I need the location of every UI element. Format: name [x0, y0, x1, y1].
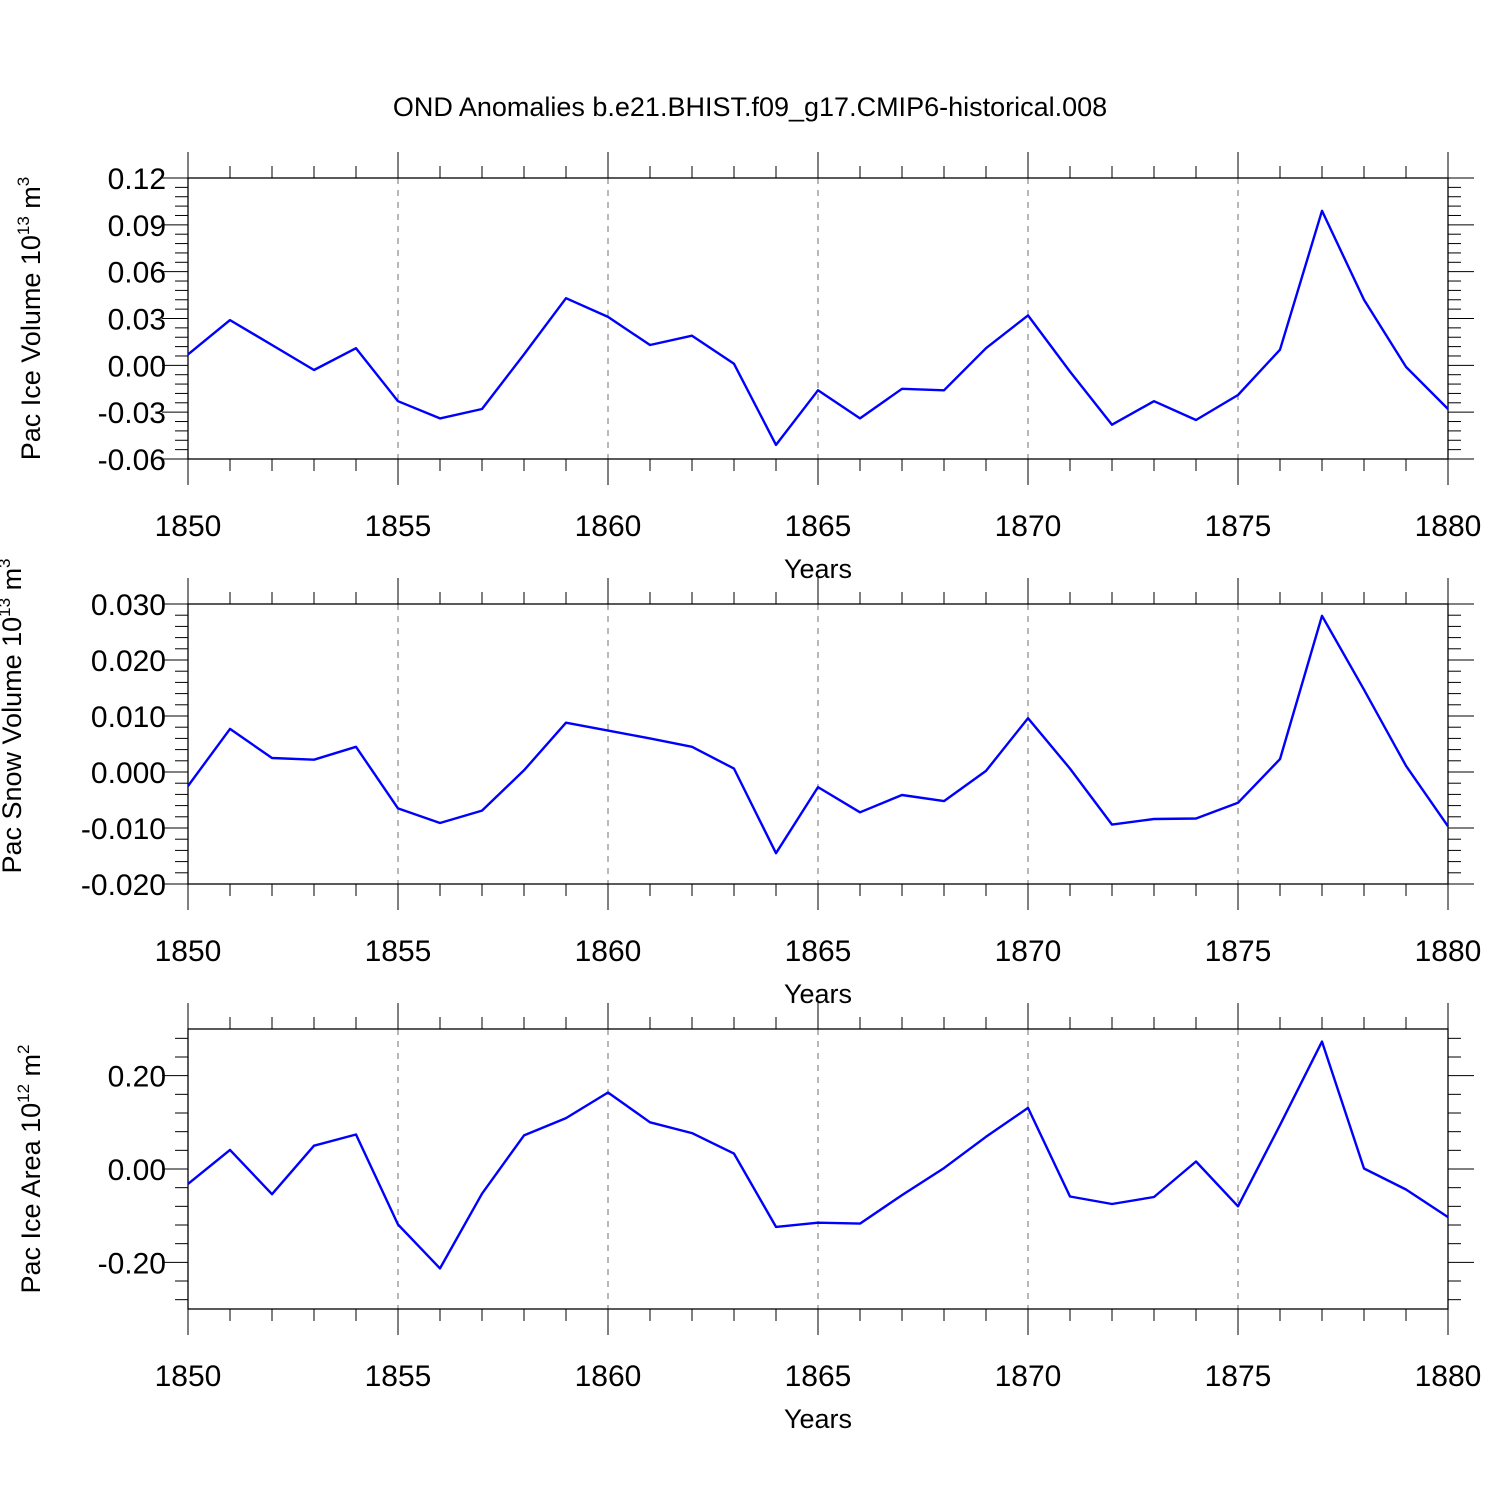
x-tick-label: 1870 — [995, 1360, 1062, 1393]
x-tick-label: 1860 — [575, 510, 642, 543]
y-axis-label: Pac Ice Area 1012 m2 — [14, 1044, 46, 1293]
x-tick-label: 1870 — [995, 510, 1062, 543]
y-tick-label: 0.00 — [108, 1154, 166, 1187]
y-tick-label: -0.010 — [81, 813, 166, 846]
y-axis-label: Pac Snow Volume 1013 m3 — [0, 558, 27, 873]
x-tick-label: 1865 — [785, 935, 852, 968]
y-axis-label-unit: m — [0, 568, 27, 598]
chart-panel-3: -0.20 0.00 0.20 1850 1855 1860 1865 1870 1875 188… — [14, 1003, 1481, 1434]
y-tick-label: -0.020 — [81, 869, 166, 902]
y-axis-label-exponent: 13 — [0, 598, 14, 617]
x-tick-label: 1880 — [1415, 935, 1482, 968]
x-axis-label: Years — [784, 1404, 852, 1434]
x-tick-label: 1875 — [1205, 935, 1272, 968]
figure-title: OND Anomalies b.e21.BHIST.f09_g17.CMIP6-… — [393, 92, 1107, 122]
x-tick-label: 1860 — [575, 935, 642, 968]
panels: -0.06 -0.03 0.00 0.03 0.06 0.09 0.12 1850 1855 18… — [0, 152, 1481, 1434]
y-tick-label: 0.12 — [108, 163, 166, 196]
x-tick-label: 1870 — [995, 935, 1062, 968]
chart-panel-2: -0.020 -0.010 0.000 0.010 0.020 0.030 1850 1855… — [0, 558, 1481, 1009]
x-tick-label: 1880 — [1415, 510, 1482, 543]
x-tick-label: 1850 — [155, 935, 222, 968]
y-axis-label-text: Pac Ice Area 10 — [16, 1103, 46, 1294]
y-axis-label-exponent: 12 — [14, 1084, 33, 1103]
x-tick-label: 1855 — [365, 935, 432, 968]
x-tick-label: 1850 — [155, 1360, 222, 1393]
chart-panel-1: -0.06 -0.03 0.00 0.03 0.06 0.09 0.12 1850 1855 18… — [14, 152, 1481, 584]
y-tick-label: -0.06 — [98, 444, 166, 477]
y-axis-label-text: Pac Ice Volume 10 — [16, 235, 46, 460]
y-tick-label: 0.000 — [91, 757, 166, 790]
y-tick-label: 0.030 — [91, 589, 166, 622]
y-tick-label: 0.03 — [108, 304, 166, 337]
y-tick-label: 0.00 — [108, 350, 166, 383]
y-tick-label: 0.09 — [108, 210, 166, 243]
y-axis-label: Pac Ice Volume 1013 m3 — [14, 177, 46, 461]
x-tick-label: 1850 — [155, 510, 222, 543]
x-tick-label: 1880 — [1415, 1360, 1482, 1393]
x-tick-label: 1855 — [365, 510, 432, 543]
y-axis-label-unit: m — [16, 1054, 46, 1084]
y-axis-label-unit: m — [16, 186, 46, 216]
y-axis-label-exponent: 13 — [14, 216, 33, 235]
x-tick-label: 1865 — [785, 510, 852, 543]
y-axis-label-unit-exponent: 3 — [14, 177, 33, 186]
x-tick-label: 1855 — [365, 1360, 432, 1393]
y-tick-label: -0.03 — [98, 397, 166, 430]
y-axis-label-unit-exponent: 3 — [0, 558, 14, 567]
x-tick-label: 1860 — [575, 1360, 642, 1393]
x-tick-label: 1865 — [785, 1360, 852, 1393]
y-tick-label: -0.20 — [98, 1247, 166, 1280]
x-tick-label: 1875 — [1205, 1360, 1272, 1393]
y-tick-label: 0.06 — [108, 257, 166, 290]
y-tick-label: 0.010 — [91, 701, 166, 734]
y-tick-label: 0.020 — [91, 645, 166, 678]
y-axis-label-text: Pac Snow Volume 10 — [0, 617, 27, 874]
y-axis-label-unit-exponent: 2 — [14, 1044, 33, 1053]
y-tick-label: 0.20 — [108, 1061, 166, 1094]
x-tick-label: 1875 — [1205, 510, 1272, 543]
